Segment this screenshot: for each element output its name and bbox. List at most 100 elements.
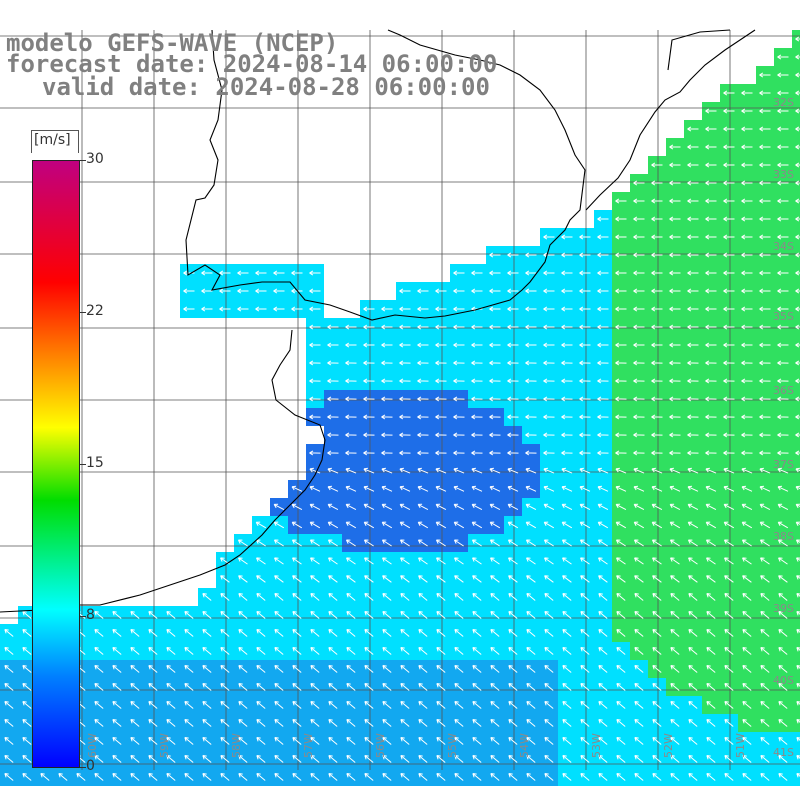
latitude-label: 36S — [773, 384, 794, 397]
wind-arrow — [777, 467, 789, 474]
wind-arrow — [436, 737, 446, 745]
wind-cell — [792, 660, 800, 678]
wind-arrow — [148, 629, 158, 637]
wind-arrow — [328, 647, 338, 655]
wind-arrow — [543, 539, 554, 547]
wind-arrow — [381, 539, 392, 547]
wind-arrow — [741, 270, 753, 276]
wind-arrow — [579, 360, 591, 366]
wind-arrow — [795, 288, 800, 294]
wind-arrow — [328, 701, 338, 709]
wind-arrow — [670, 737, 680, 745]
wind-arrow — [489, 432, 501, 438]
wind-arrow — [472, 701, 482, 709]
wind-arrow — [417, 396, 429, 402]
wind-arrow — [615, 378, 627, 384]
longitude-label: 52W — [662, 733, 675, 758]
wind-arrow — [652, 737, 662, 745]
wind-arrow — [237, 306, 249, 312]
wind-arrow — [688, 611, 698, 619]
wind-arrow — [706, 701, 716, 709]
wind-arrow — [669, 306, 681, 312]
wind-arrow — [795, 252, 800, 258]
wind-arrow — [778, 575, 788, 583]
wind-arrow — [796, 755, 800, 760]
wind-arrow — [651, 270, 663, 276]
wind-arrow — [759, 198, 771, 204]
wind-cell — [792, 750, 800, 768]
wind-cell — [792, 714, 800, 732]
wind-arrow — [615, 521, 627, 529]
wind-arrow — [741, 216, 753, 222]
wind-arrow — [382, 629, 392, 637]
wind-arrow — [309, 450, 321, 456]
wind-arrow — [651, 162, 663, 168]
wind-arrow — [598, 773, 608, 781]
wind-arrow — [490, 575, 500, 583]
wind-arrow — [508, 611, 518, 619]
wind-arrow — [777, 521, 789, 529]
wind-arrow — [345, 450, 357, 456]
wind-arrow — [418, 737, 428, 745]
wind-arrow — [669, 378, 681, 384]
wind-arrow — [94, 773, 104, 781]
wind-arrow — [615, 234, 627, 240]
wind-arrow — [382, 557, 392, 565]
wind-arrow — [490, 665, 500, 673]
wind-arrow — [741, 126, 753, 132]
wind-arrow — [202, 719, 212, 727]
wind-arrow — [507, 288, 519, 294]
wind-arrow — [688, 593, 698, 601]
wind-arrow — [562, 575, 572, 583]
wind-arrow — [705, 108, 717, 114]
wind-arrow — [345, 503, 357, 511]
wind-arrow — [508, 629, 518, 637]
wind-arrow — [399, 503, 411, 511]
wind-arrow — [723, 216, 735, 222]
wind-arrow — [130, 611, 140, 619]
wind-arrow — [795, 432, 800, 438]
wind-arrow — [652, 593, 662, 601]
wind-arrow — [166, 683, 176, 691]
wind-arrow — [688, 701, 698, 709]
wind-arrow — [435, 539, 446, 547]
wind-arrow — [759, 485, 771, 492]
wind-arrow — [651, 288, 663, 294]
wind-arrow — [723, 485, 735, 492]
wind-arrow — [723, 396, 735, 402]
wind-arrow — [778, 719, 788, 727]
wind-arrow — [400, 557, 410, 565]
wind-arrow — [687, 234, 699, 240]
wind-arrow — [580, 719, 590, 727]
wind-arrow — [94, 665, 104, 673]
wind-arrow — [525, 306, 537, 312]
wind-arrow — [759, 414, 771, 420]
wind-arrow — [507, 539, 518, 547]
wind-arrow — [130, 647, 140, 655]
wind-arrow — [543, 467, 555, 474]
wind-arrow — [220, 755, 230, 763]
wind-arrow — [777, 90, 789, 96]
wind-arrow — [616, 737, 626, 745]
wind-arrow — [507, 324, 519, 330]
wind-arrow — [777, 503, 789, 511]
wind-arrow — [687, 378, 699, 384]
wind-arrow — [112, 647, 122, 655]
wind-arrow — [723, 467, 735, 474]
wind-arrow — [453, 360, 465, 366]
wind-arrow — [634, 629, 644, 637]
wind-arrow — [256, 593, 266, 601]
wind-arrow — [544, 737, 554, 745]
wind-arrow — [417, 432, 429, 438]
wind-arrow — [705, 503, 717, 511]
wind-arrow — [130, 773, 140, 781]
wind-arrow — [256, 575, 266, 583]
wind-arrow — [274, 773, 284, 781]
wind-arrow — [778, 629, 788, 637]
wind-arrow — [148, 755, 158, 763]
wind-arrow — [724, 773, 734, 781]
wind-arrow — [417, 414, 429, 420]
wind-arrow — [705, 252, 717, 258]
wind-arrow — [796, 665, 800, 670]
wind-arrow — [669, 288, 681, 294]
